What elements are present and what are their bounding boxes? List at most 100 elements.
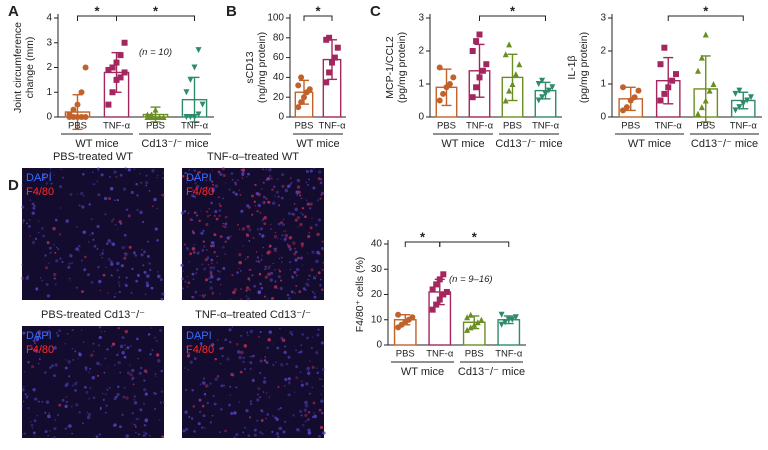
cell-speck [186,247,189,250]
data-point [736,87,743,94]
cell-speck [283,238,287,242]
cell-speck [322,431,326,435]
cell-speck [111,242,116,246]
cell-speck [263,201,266,203]
cell-speck [273,285,278,289]
data-point [545,87,552,94]
cell-speck [266,298,268,300]
data-point [509,316,516,323]
data-point [326,69,333,76]
cell-speck [300,256,303,260]
cell-speck [110,274,113,277]
cell-speck [219,293,221,295]
cell-speck [20,276,24,280]
cell-speck [196,214,199,217]
cell-speck [86,415,91,420]
cell-speck [106,348,109,351]
x-tick-label: PBS [68,121,87,132]
cell-speck [239,194,242,196]
data-point [329,59,335,66]
data-point [464,326,471,333]
data-point [469,48,476,54]
cell-speck [86,273,90,277]
cell-speck [292,241,296,245]
cell-speck [149,268,152,272]
cell-speck [230,172,234,176]
cell-speck [124,166,127,170]
cell-speck [305,199,308,201]
cell-speck [197,422,201,426]
cell-speck [99,254,102,256]
cell-speck [320,341,324,345]
cell-speck [280,279,283,282]
cell-speck [295,365,299,369]
y-axis-label: change (mm) [24,37,36,99]
cell-speck [284,377,288,382]
cell-speck [38,330,41,333]
group-label: WT mice [75,138,118,150]
cell-speck [220,384,224,388]
cell-speck [242,245,244,247]
cell-speck [119,173,123,177]
cell-speck [29,219,31,221]
data-point [306,86,313,93]
cell-speck [244,258,247,261]
cell-speck [285,362,289,366]
cell-speck [275,361,277,364]
cell-speck [110,241,113,245]
cell-speck [30,421,32,423]
group-label: WT mice [628,138,671,150]
cell-speck [251,274,253,276]
cell-speck [313,292,316,296]
cell-speck [129,373,133,377]
y-tick-label: 60 [273,52,285,63]
cell-speck [154,392,158,396]
cell-speck [247,277,251,281]
data-point [82,114,89,120]
cell-speck [289,268,292,271]
cell-speck [281,234,284,237]
cell-speck [304,420,307,423]
cell-speck [214,210,218,213]
data-point [298,99,305,106]
cell-speck [157,359,161,363]
cell-speck [212,244,215,248]
cell-speck [306,202,310,206]
cell-speck [54,283,57,286]
cell-speck [287,394,289,396]
cell-speck [234,183,237,186]
y-axis-label: (pg/mg protein) [578,32,590,103]
cell-speck [189,360,193,364]
cell-speck [205,278,208,282]
y-tick-label: 0 [376,340,382,351]
cell-speck [218,209,221,212]
cell-speck [34,348,38,353]
data-point [498,311,505,318]
data-point [105,101,112,108]
cell-speck [233,288,237,292]
cell-speck [248,279,251,282]
cell-speck [265,361,269,364]
data-point [436,296,443,303]
data-point [109,89,116,96]
cell-speck [240,350,244,355]
data-point [187,76,194,83]
cell-speck [207,263,210,266]
data-point [740,100,747,107]
cell-speck [300,197,303,200]
cell-speck [54,251,57,254]
cell-speck [64,359,67,361]
data-point [298,74,305,81]
cell-speck [253,433,257,437]
cell-speck [231,326,234,328]
cell-speck [311,217,313,219]
x-tick-label: TNF-α [532,121,560,132]
cell-speck [128,214,132,218]
cell-speck [268,330,273,334]
cell-speck [75,225,78,228]
cell-speck [245,295,248,298]
cell-speck [124,253,128,257]
cell-speck [66,332,69,335]
cell-speck [202,245,206,248]
cell-speck [321,367,325,371]
